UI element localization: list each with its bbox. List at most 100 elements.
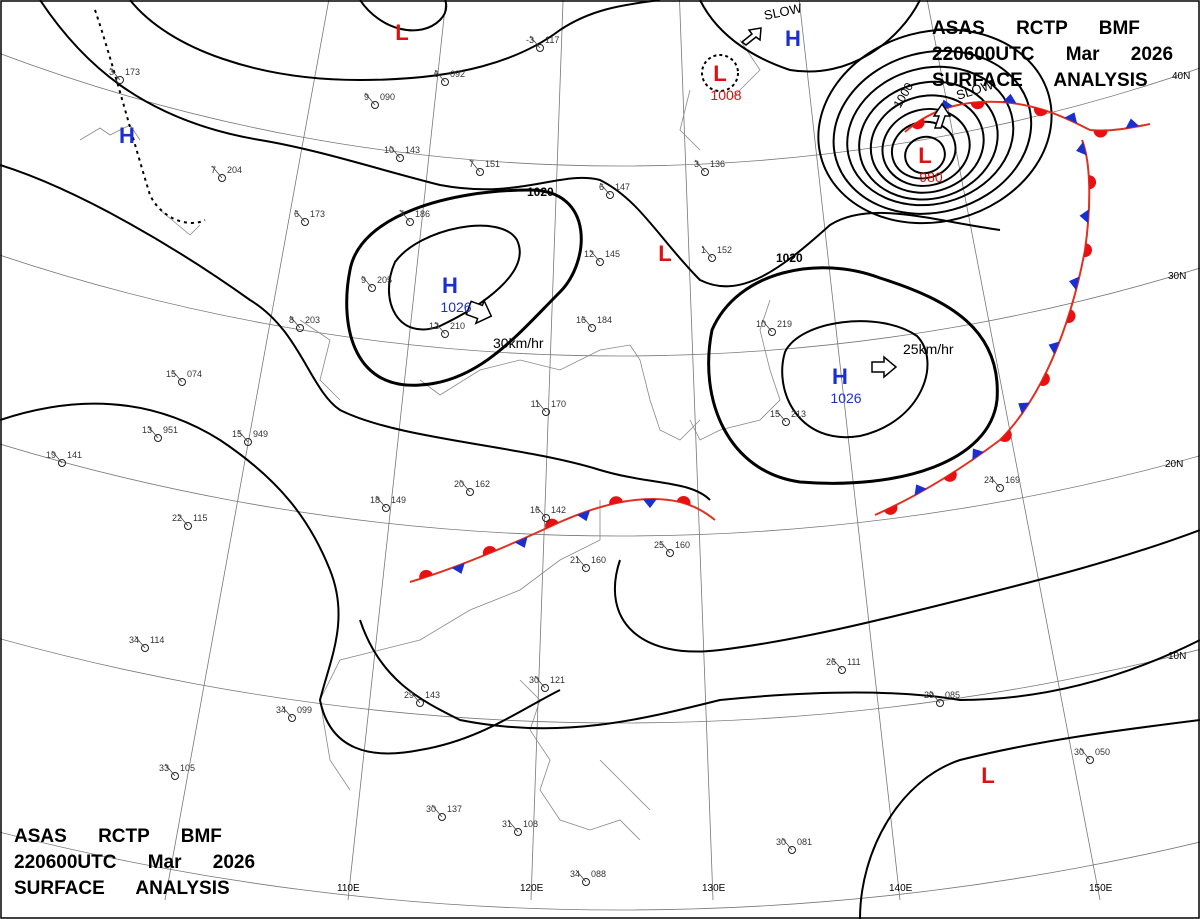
station-pressure: 115	[193, 513, 207, 523]
station-wind	[51, 450, 63, 464]
station-wind	[507, 819, 519, 833]
station-circle	[416, 699, 424, 707]
station-pressure: 136	[710, 159, 725, 169]
station-pressure: 152	[717, 245, 732, 255]
longitude-label: 120E	[520, 883, 544, 894]
station-wind	[389, 145, 401, 159]
station-temp: 31	[502, 819, 512, 829]
station-temp: 10	[756, 319, 766, 329]
station-pressure: 147	[615, 182, 630, 192]
latitude-label: 40N	[1172, 71, 1190, 82]
station-wind	[289, 315, 301, 329]
meridian	[798, 0, 901, 901]
station-circle	[606, 191, 614, 199]
center-pressure: 1026	[440, 299, 471, 315]
station-temp: 1	[701, 245, 706, 255]
station-wind	[294, 209, 306, 223]
station-wind	[781, 837, 793, 851]
meridian	[530, 0, 564, 901]
station-circle	[782, 418, 790, 426]
station-wind	[211, 165, 223, 179]
station-temp: 10	[384, 145, 394, 155]
station-pressure: 204	[227, 165, 242, 175]
station-pressure: 117	[545, 35, 559, 45]
station-temp: 11	[531, 399, 540, 409]
station-pressure: 951	[163, 425, 178, 435]
station-circle	[476, 168, 484, 176]
warm-symbol	[1039, 372, 1050, 386]
station-pressure: 949	[253, 429, 268, 439]
warm-symbol	[1000, 429, 1012, 442]
station-circle	[582, 564, 590, 572]
cold-symbol	[914, 484, 927, 496]
station-temp: 6	[599, 182, 604, 192]
station-circle	[788, 846, 796, 854]
center-pressure: 1026	[830, 390, 861, 406]
station-circle	[701, 168, 709, 176]
station-temp: 16	[530, 505, 540, 515]
station-temp: 12	[584, 249, 594, 259]
station-circle	[582, 878, 590, 886]
station-temp: 20	[454, 479, 464, 489]
station-temp: 30	[1074, 747, 1084, 757]
station-circle	[218, 174, 226, 182]
cold-symbol	[642, 498, 657, 509]
station-circle	[936, 699, 944, 707]
warm-symbol	[545, 518, 559, 529]
isobar-label: 1020	[776, 251, 803, 265]
station-wind	[694, 159, 706, 173]
station-pressure: 050	[1095, 747, 1110, 757]
warm-symbol	[1083, 243, 1092, 258]
station-temp: 8	[289, 315, 294, 325]
station-pressure: 143	[405, 145, 420, 155]
station-wind	[535, 399, 547, 413]
station-wind	[701, 245, 713, 259]
station-circle	[382, 504, 390, 512]
station-pressure: 170	[551, 399, 566, 409]
station-circle	[996, 484, 1004, 492]
movement-label: 25km/hr	[903, 341, 954, 357]
warm-symbol	[1093, 130, 1108, 138]
station-temp: 25	[654, 540, 664, 550]
station-wind	[599, 182, 611, 196]
warm-symbol	[884, 504, 898, 515]
station-wind	[659, 540, 671, 554]
station-temp: 18	[370, 495, 380, 505]
station-pressure: 143	[425, 690, 440, 700]
station-circle	[438, 813, 446, 821]
station-pressure: 149	[391, 495, 406, 505]
front-line	[874, 139, 1091, 516]
station-circle	[542, 514, 550, 522]
station-wind	[575, 869, 587, 883]
center-pressure: 1008	[710, 87, 741, 103]
station-temp: 6	[434, 69, 439, 79]
station-pressure: 205	[377, 275, 392, 285]
warm-symbol	[943, 471, 957, 482]
station-pressure: 141	[67, 450, 82, 460]
station-wind	[281, 705, 293, 719]
longitude-label: 110E	[337, 883, 360, 894]
station-wind	[375, 495, 387, 509]
warm-symbol	[1033, 107, 1048, 117]
station-pressure: 184	[597, 315, 612, 325]
cold-symbol	[576, 510, 591, 522]
station-temp: 19	[46, 450, 56, 460]
station-pressure: 121	[550, 675, 565, 685]
station-circle	[514, 828, 522, 836]
station-pressure: 213	[791, 409, 806, 419]
station-wind	[434, 321, 446, 335]
station-circle	[288, 714, 296, 722]
station-wind	[535, 505, 547, 519]
header-line: ASAS RCTP BMF	[14, 826, 222, 847]
movement-arrow	[740, 27, 762, 46]
station-wind	[171, 369, 183, 383]
station-pressure: 169	[1005, 475, 1020, 485]
station-wind	[434, 69, 446, 83]
station-temp: -3	[526, 35, 534, 45]
cold-symbol	[1018, 402, 1030, 415]
station-circle	[171, 772, 179, 780]
center-symbol: L	[658, 241, 671, 266]
station-wind	[469, 159, 481, 173]
header-line: SURFACE ANALYSIS	[14, 878, 230, 899]
